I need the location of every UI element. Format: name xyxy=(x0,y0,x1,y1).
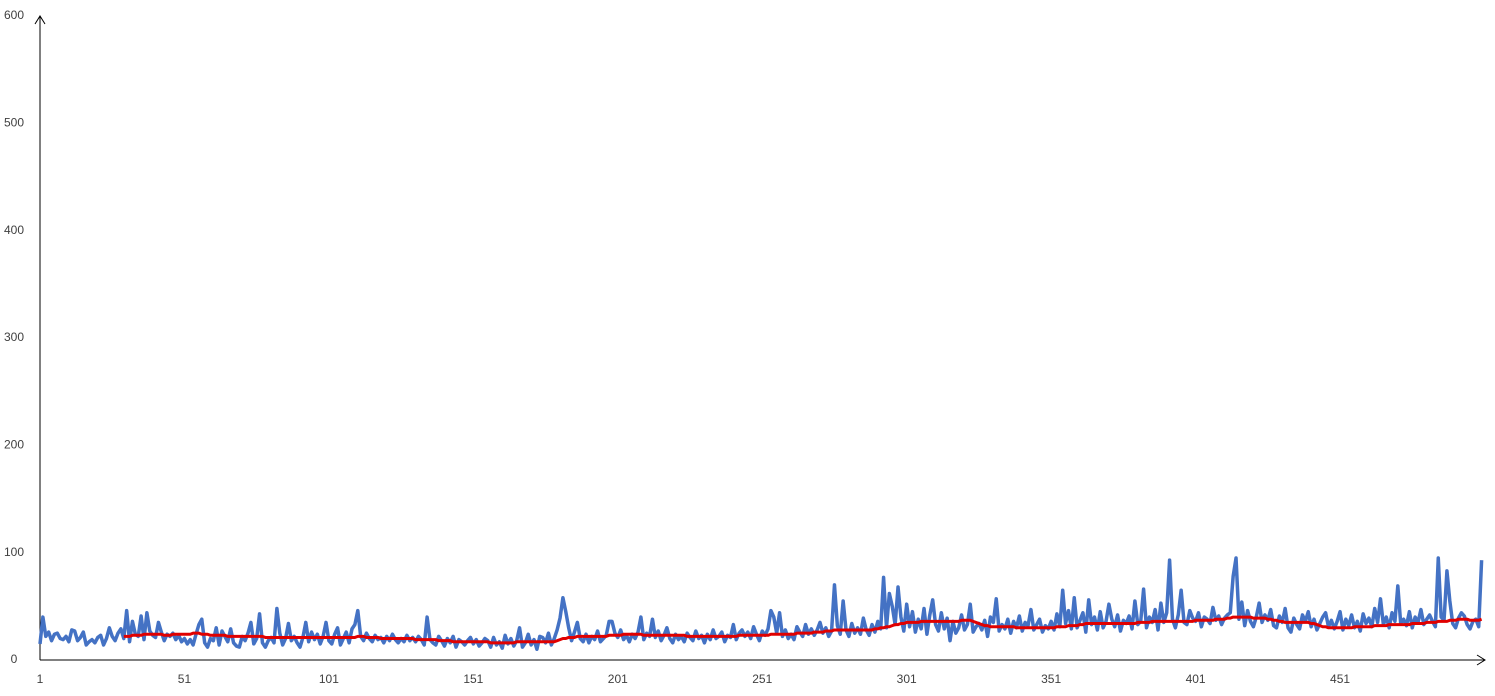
y-axis-arrow xyxy=(34,15,46,25)
x-tick-label: 351 xyxy=(1041,672,1061,686)
x-tick-label: 151 xyxy=(463,672,483,686)
x-tick-label: 301 xyxy=(897,672,917,686)
x-tick-label: 51 xyxy=(178,672,192,686)
x-tick-label: 101 xyxy=(319,672,339,686)
x-tick-label: 401 xyxy=(1186,672,1206,686)
y-tick-label: 600 xyxy=(4,8,24,22)
x-tick-label: 1 xyxy=(37,672,44,686)
y-tick-label: 300 xyxy=(4,330,24,344)
data-line xyxy=(123,615,1483,645)
x-tick-label: 251 xyxy=(752,672,772,686)
y-tick-label: 0 xyxy=(11,652,18,666)
y-tick-label: 500 xyxy=(4,116,24,130)
x-tick-label: 201 xyxy=(608,672,628,686)
y-tick-label: 200 xyxy=(4,438,24,452)
y-tick-label: 400 xyxy=(4,223,24,237)
x-tick-label: 451 xyxy=(1330,672,1350,686)
y-tick-label: 100 xyxy=(4,545,24,559)
x-axis-arrow xyxy=(1476,654,1486,666)
axes xyxy=(34,15,1486,666)
